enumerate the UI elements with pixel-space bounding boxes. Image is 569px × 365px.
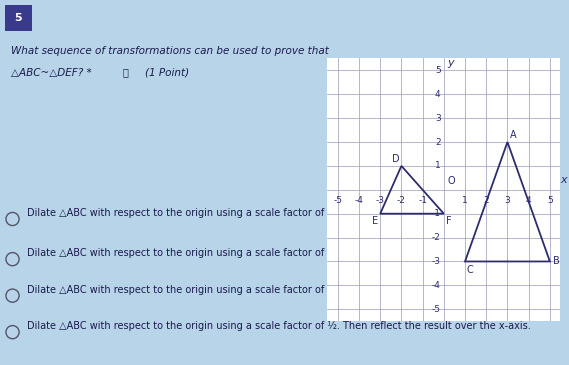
- Text: 2: 2: [484, 196, 489, 205]
- Text: y: y: [447, 58, 453, 68]
- Text: 3: 3: [435, 114, 440, 123]
- Text: -4: -4: [432, 281, 440, 290]
- Text: O: O: [447, 176, 455, 186]
- Text: Dilate △ABC with respect to the origin using a scale factor of ½. Then reflect t: Dilate △ABC with respect to the origin u…: [27, 285, 531, 295]
- Text: -4: -4: [354, 196, 364, 205]
- Text: B: B: [553, 257, 560, 266]
- Text: -3: -3: [376, 196, 385, 205]
- FancyBboxPatch shape: [5, 5, 32, 31]
- Text: Dilate △ABC with respect to the origin using a scale factor of ½. Then reflect t: Dilate △ABC with respect to the origin u…: [27, 248, 531, 258]
- Text: E: E: [372, 216, 378, 226]
- Text: -3: -3: [432, 257, 440, 266]
- Text: Dilate △ABC with respect to the origin using a scale factor of ½. Then reflect t: Dilate △ABC with respect to the origin u…: [27, 321, 531, 331]
- Text: -2: -2: [397, 196, 406, 205]
- Text: -1: -1: [418, 196, 427, 205]
- Text: -5: -5: [333, 196, 343, 205]
- Text: 5: 5: [547, 196, 552, 205]
- Text: -5: -5: [432, 305, 440, 314]
- Text: A: A: [510, 130, 516, 140]
- Text: (1 Point): (1 Point): [145, 68, 189, 77]
- Text: C: C: [466, 265, 473, 275]
- Text: △ABC~△DEF? *: △ABC~△DEF? *: [11, 68, 92, 77]
- Text: 1: 1: [435, 161, 440, 170]
- Text: D: D: [391, 154, 399, 164]
- Text: Dilate △ABC with respect to the origin using a scale factor of ½. Then reflect t: Dilate △ABC with respect to the origin u…: [27, 208, 531, 218]
- Text: 5: 5: [435, 66, 440, 75]
- Text: -2: -2: [432, 233, 440, 242]
- Text: x: x: [560, 175, 567, 185]
- Text: 3: 3: [505, 196, 510, 205]
- Text: -1: -1: [432, 209, 440, 218]
- Text: What sequence of transformations can be used to prove that: What sequence of transformations can be …: [11, 46, 329, 55]
- Text: F: F: [446, 216, 452, 226]
- Text: 2: 2: [435, 138, 440, 146]
- Text: 4: 4: [435, 90, 440, 99]
- Text: ⧉: ⧉: [122, 68, 128, 77]
- Text: 4: 4: [526, 196, 531, 205]
- Text: 1: 1: [462, 196, 468, 205]
- Text: 5: 5: [14, 13, 22, 23]
